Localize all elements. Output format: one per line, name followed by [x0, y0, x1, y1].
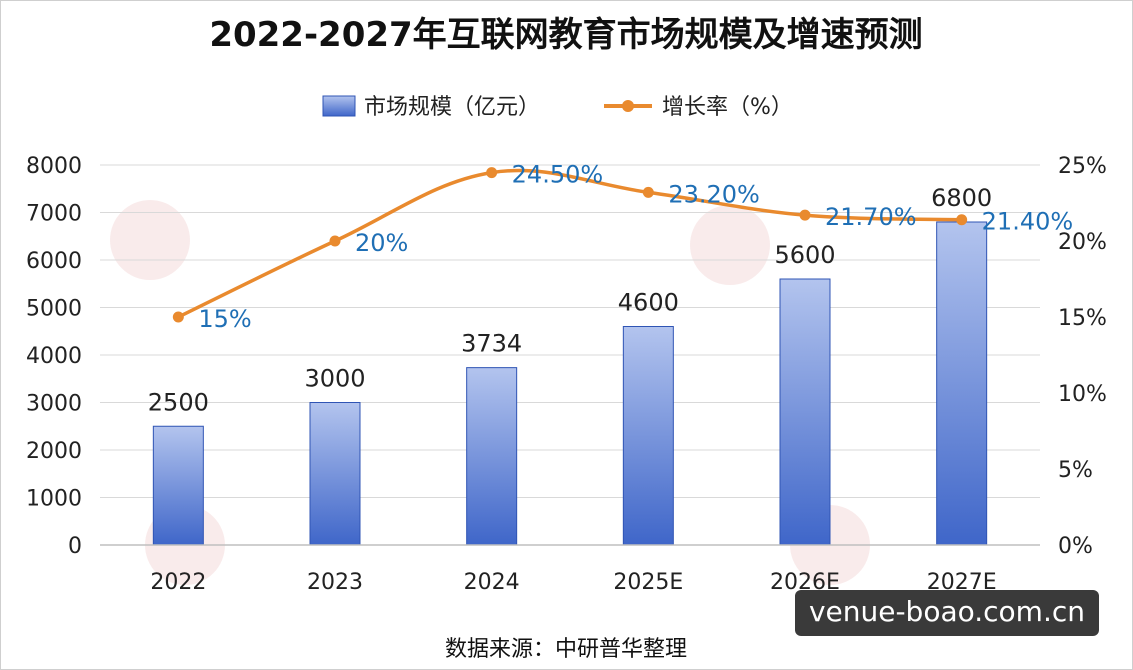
rate-line	[177, 168, 962, 319]
left-tick-label: 6000	[26, 249, 82, 274]
right-tick-label: 10%	[1058, 382, 1107, 407]
bar	[309, 402, 361, 546]
left-tick-label: 3000	[26, 392, 82, 417]
right-tick-label: 15%	[1058, 306, 1107, 331]
x-tick-label: 2022	[150, 570, 206, 595]
left-tick-label: 8000	[26, 154, 82, 179]
left-tick-label: 1000	[26, 487, 82, 512]
rate-point	[329, 235, 341, 247]
rate-value-label: 21.40%	[982, 208, 1074, 236]
left-tick-label: 5000	[26, 297, 82, 322]
legend-bar-swatch	[322, 95, 356, 117]
rate-point	[172, 311, 184, 323]
right-tick-label: 5%	[1058, 458, 1093, 483]
x-tick-label: 2024	[464, 570, 520, 595]
left-axis: 0 1000 2000 3000 4000 5000 6000 7000 8000	[26, 154, 82, 559]
rate-value-label: 20%	[355, 229, 408, 257]
chart-title: 2022-2027年互联网教育市场规模及增速预测	[209, 15, 922, 55]
bar	[779, 278, 831, 546]
bar-value-label: 6800	[931, 184, 992, 212]
rate-point	[642, 186, 654, 198]
rate-value-label: 15%	[198, 305, 251, 333]
left-tick-label: 2000	[26, 439, 82, 464]
x-tick-label: 2023	[307, 570, 363, 595]
left-tick-label: 0	[68, 534, 82, 559]
source-note: 数据来源：中研普华整理	[445, 637, 687, 662]
left-tick-label: 7000	[26, 202, 82, 227]
rate-series: 15% 20% 24.50% 23.20% 21.70% 21.40%	[172, 161, 1074, 333]
right-axis: 0% 5% 10% 15% 20% 25%	[1058, 154, 1107, 559]
legend-line-label: 增长率（%）	[662, 95, 793, 120]
bar-value-label: 3000	[304, 365, 365, 393]
right-tick-label: 25%	[1058, 154, 1107, 179]
site-badge: venue-boao.com.cn	[794, 590, 1099, 636]
rate-value-label: 24.50%	[512, 161, 604, 189]
bar	[152, 425, 204, 546]
bar	[622, 326, 674, 546]
right-tick-label: 20%	[1058, 230, 1107, 255]
bar-series: 2500 3000 3734 4600 5600 6800	[148, 184, 992, 546]
bar-value-label: 2500	[148, 388, 209, 416]
rate-point	[486, 167, 498, 179]
bar	[936, 221, 988, 546]
legend-line-marker	[622, 100, 634, 112]
legend: 市场规模（亿元） 增长率（%）	[322, 95, 793, 120]
rate-point	[799, 209, 811, 221]
rate-point	[956, 214, 968, 226]
bar-value-label: 3734	[461, 330, 522, 358]
bar-value-label: 4600	[618, 289, 679, 317]
left-tick-label: 4000	[26, 344, 82, 369]
bar	[466, 367, 518, 546]
rate-value-label: 23.20%	[668, 180, 760, 208]
x-tick-label: 2025E	[613, 570, 683, 595]
legend-bar-label: 市场规模（亿元）	[364, 95, 540, 120]
bar-value-label: 5600	[774, 241, 835, 269]
right-tick-label: 0%	[1058, 534, 1093, 559]
rate-value-label: 21.70%	[825, 203, 917, 231]
x-axis: 2022 2023 2024 2025E 2026E 2027E	[100, 544, 1040, 595]
